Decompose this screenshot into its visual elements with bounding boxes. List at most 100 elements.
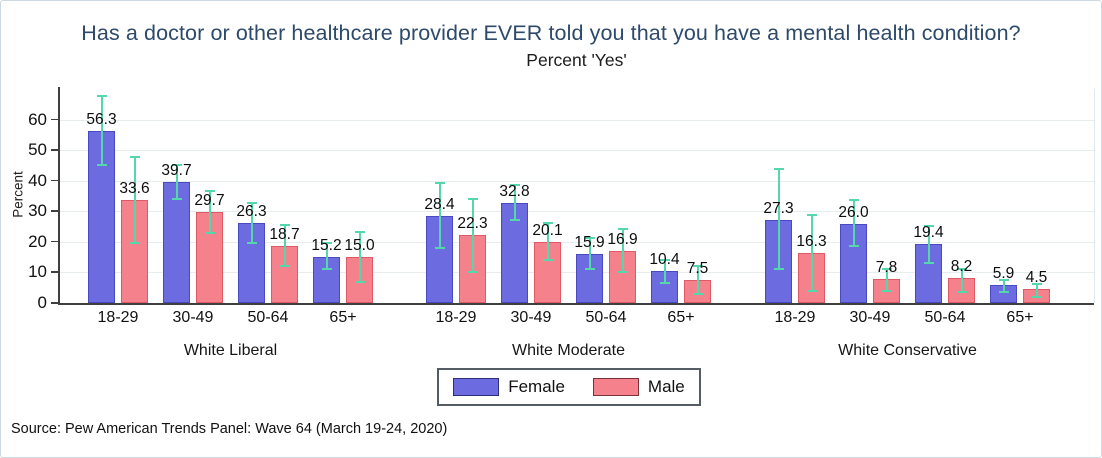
y-tick-label: 40 <box>28 170 47 190</box>
bar-value-label: 7.8 <box>875 259 898 277</box>
y-tick-label: 20 <box>28 231 47 251</box>
x-category-label: 30-49 <box>849 309 891 326</box>
error-bar-cap-top <box>467 197 478 200</box>
bar-female <box>88 130 115 303</box>
y-tick <box>51 149 58 151</box>
error-bar-cap-top <box>881 267 892 270</box>
error-bar-cap-bottom <box>279 265 290 268</box>
y-tick <box>51 302 58 304</box>
x-category-label: 18-29 <box>774 309 816 326</box>
error-bar-line <box>513 183 516 221</box>
bar-value-label: 39.7 <box>161 161 192 179</box>
error-bar-cap-bottom <box>806 289 817 292</box>
bar-value-label: 18.7 <box>269 225 300 243</box>
error-bar-line <box>100 95 103 166</box>
error-bar-cap-top <box>659 258 670 261</box>
legend-item-female: Female <box>453 377 565 397</box>
error-bar-cap-bottom <box>467 271 478 274</box>
y-tick-label: 0 <box>37 293 47 312</box>
bar-value-label: 26.0 <box>838 203 869 221</box>
error-bar-line <box>208 189 211 233</box>
error-bar-line <box>696 264 699 294</box>
group-label: White Liberal <box>183 342 278 359</box>
gridline <box>59 211 1094 213</box>
error-bar-cap-top <box>434 182 445 185</box>
error-bar-line <box>1035 283 1038 297</box>
error-bar-cap-bottom <box>509 219 520 222</box>
legend-label-male: Male <box>647 377 685 396</box>
x-category-label: 65+ <box>667 309 695 326</box>
error-bar-line <box>1002 278 1005 293</box>
error-bar-cap-top <box>354 231 365 234</box>
error-bar-line <box>960 267 963 293</box>
error-bar-cap-top <box>848 199 859 202</box>
legend-swatch-male <box>592 378 639 396</box>
y-tick <box>51 271 58 273</box>
error-bar-cap-bottom <box>956 291 967 294</box>
error-bar-line <box>621 228 624 273</box>
error-bar-line <box>325 241 328 270</box>
error-bar-cap-bottom <box>96 164 107 167</box>
error-bar-line <box>250 202 253 244</box>
error-bar-cap-top <box>279 223 290 226</box>
bar-value-label: 19.4 <box>913 223 944 241</box>
error-bar-cap-top <box>509 183 520 186</box>
legend-label-female: Female <box>508 377 565 396</box>
error-bar-line <box>810 214 813 291</box>
error-bar-cap-bottom <box>354 280 365 283</box>
error-bar-cap-top <box>246 202 257 205</box>
plot-right-border <box>1094 89 1095 303</box>
error-bar-cap-top <box>584 237 595 240</box>
bar-value-label: 28.4 <box>424 196 455 214</box>
error-bar-cap-top <box>96 95 107 98</box>
legend-swatch-female <box>453 378 500 396</box>
legend-item-male: Male <box>592 377 685 397</box>
gridline <box>59 241 1094 243</box>
bar-value-label: 26.3 <box>236 202 267 220</box>
x-category-label: 30-49 <box>172 309 214 326</box>
bar-male <box>534 241 561 303</box>
error-bar-cap-top <box>204 189 215 192</box>
x-category-label: 65+ <box>1006 309 1034 326</box>
x-category-label: 18-29 <box>97 309 139 326</box>
error-bar-cap-top <box>617 228 628 231</box>
error-bar-line <box>546 221 549 261</box>
error-bar-cap-bottom <box>1031 295 1042 298</box>
bar-value-label: 33.6 <box>119 180 150 198</box>
bar-value-label: 7.5 <box>686 260 709 278</box>
bar-value-label: 16.9 <box>607 231 638 249</box>
bar-value-label: 5.9 <box>992 264 1015 282</box>
bar-value-label: 32.8 <box>499 182 530 200</box>
error-bar-line <box>283 223 286 267</box>
error-bar-cap-bottom <box>434 246 445 249</box>
y-axis-title: Percent <box>10 171 26 218</box>
error-bar-cap-bottom <box>246 242 257 245</box>
error-bar-cap-top <box>923 225 934 228</box>
error-bar-line <box>471 197 474 273</box>
bar-value-label: 15.9 <box>574 234 605 252</box>
group-label: White Moderate <box>512 342 625 359</box>
error-bar-cap-top <box>956 267 967 270</box>
y-tick <box>51 118 58 121</box>
group-label: White Conservative <box>838 342 977 359</box>
bar-value-label: 20.1 <box>532 221 563 239</box>
legend: Female Male <box>437 368 701 406</box>
y-tick-label: 50 <box>28 140 47 160</box>
error-bar-cap-bottom <box>692 292 703 295</box>
error-bar-line <box>885 267 888 291</box>
error-bar-cap-top <box>773 168 784 171</box>
y-tick <box>51 179 58 182</box>
bar-value-label: 56.3 <box>86 110 117 128</box>
error-bar-cap-top <box>321 241 332 244</box>
x-category-label: 65+ <box>329 309 357 326</box>
x-category-label: 30-49 <box>510 309 552 326</box>
error-bar-cap-bottom <box>773 268 784 271</box>
chart-subtitle: Percent 'Yes' <box>526 50 627 70</box>
bar-value-label: 8.2 <box>950 257 973 275</box>
error-bar-cap-bottom <box>542 259 553 262</box>
error-bar-cap-bottom <box>129 242 140 245</box>
x-category-label: 50-64 <box>247 309 289 326</box>
error-bar-line <box>133 156 136 244</box>
